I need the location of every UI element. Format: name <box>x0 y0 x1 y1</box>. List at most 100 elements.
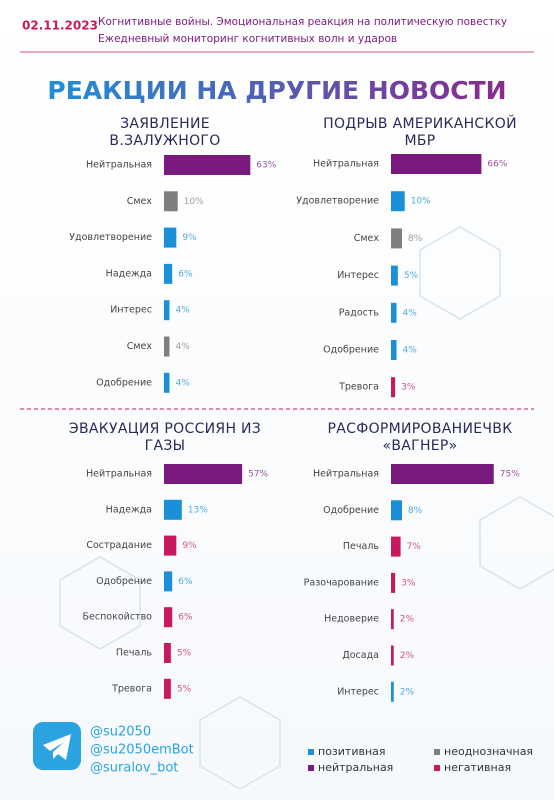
category-label: Интерес <box>110 305 152 316</box>
value-label: 5% <box>177 684 192 694</box>
value-label: 6% <box>178 613 193 623</box>
telegram-plane <box>43 734 71 760</box>
chart-title: ЗАЯВЛЕНИЕ В.ЗАЛУЖНОГО <box>109 116 221 149</box>
main-title: РЕАКЦИИ НА ДРУГИЕ НОВОСТИ <box>47 76 506 105</box>
category-label: Нейтральная <box>313 469 379 480</box>
category-label: Печаль <box>343 541 379 552</box>
category-label: Смех <box>127 196 153 207</box>
legend-label: нейтральная <box>318 761 393 774</box>
value-label: 2% <box>400 651 415 661</box>
category-label: Разочарование <box>304 577 379 588</box>
category-label: Интерес <box>337 686 379 697</box>
legend-label: неоднозначная <box>444 745 533 758</box>
category-label: Смех <box>127 341 153 352</box>
category-label: Смех <box>354 233 380 244</box>
bar <box>391 500 402 521</box>
bar <box>164 155 251 175</box>
bar <box>164 191 178 212</box>
value-label: 4% <box>175 378 190 388</box>
category-label: Нейтральная <box>86 160 152 171</box>
category-label: Удовлетворение <box>296 196 379 207</box>
bar <box>164 499 182 520</box>
category-label: Нейтральная <box>313 159 379 170</box>
value-label: 6% <box>178 269 193 279</box>
value-label: 5% <box>404 271 419 281</box>
bar <box>391 536 401 557</box>
category-label: Одобрение <box>323 345 379 356</box>
bar <box>391 377 396 398</box>
bar <box>391 340 397 360</box>
value-label: 57% <box>248 470 268 480</box>
bar <box>164 571 173 592</box>
value-label: 75% <box>500 470 520 480</box>
value-label: 4% <box>402 346 417 356</box>
bar <box>164 535 177 556</box>
bar <box>164 464 243 484</box>
bar <box>391 228 402 249</box>
bar <box>164 336 170 357</box>
bar <box>391 645 394 666</box>
value-label: 63% <box>256 161 276 171</box>
bar <box>164 678 171 699</box>
category-label: Нейтральная <box>86 469 152 480</box>
value-label: 66% <box>487 160 507 170</box>
legend-swatch <box>434 765 440 771</box>
bar <box>164 263 173 284</box>
value-label: 4% <box>175 342 190 352</box>
bar <box>391 302 397 323</box>
value-label: 4% <box>175 306 190 316</box>
value-label: 8% <box>408 234 423 244</box>
date: 02.11.2023 <box>22 19 98 33</box>
header-line: Когнитивные войны. Эмоциональная реакция… <box>98 16 507 28</box>
value-label: 5% <box>177 649 192 659</box>
handle[interactable]: @su2050 <box>90 725 151 740</box>
value-label: 6% <box>178 577 193 587</box>
handle[interactable]: @suralov_bot <box>90 761 178 776</box>
value-label: 8% <box>408 506 423 516</box>
value-label: 13% <box>188 505 208 515</box>
value-label: 10% <box>184 197 204 207</box>
bar <box>391 191 405 212</box>
category-label: Радость <box>339 307 380 318</box>
category-label: Беспокойство <box>82 612 152 623</box>
value-label: 9% <box>182 541 197 551</box>
category-label: Тревога <box>338 382 379 393</box>
category-label: Сострадание <box>86 540 152 551</box>
bar <box>164 607 173 628</box>
category-label: Тревога <box>111 683 152 694</box>
category-label: Досада <box>342 650 379 661</box>
category-label: Удовлетворение <box>69 232 152 243</box>
handle[interactable]: @su2050emBot <box>90 743 194 758</box>
bar <box>391 572 396 593</box>
chart-title: ПОДРЫВ АМЕРИКАНСКОЙ МБР <box>323 116 517 149</box>
legend-swatch <box>308 765 314 771</box>
legend-swatch <box>308 749 314 755</box>
legend-label: позитивная <box>318 745 386 758</box>
hex-decor <box>59 226 554 790</box>
legend-label: негативная <box>444 761 511 774</box>
bar <box>391 154 482 174</box>
value-label: 2% <box>400 687 415 697</box>
bar <box>391 265 398 286</box>
category-label: Одобрение <box>96 576 152 587</box>
category-label: Надежда <box>106 268 152 279</box>
category-label: Интерес <box>337 270 379 281</box>
value-label: 2% <box>400 615 415 625</box>
value-label: 7% <box>407 542 422 552</box>
bar <box>391 681 394 702</box>
value-label: 10% <box>411 197 431 207</box>
category-label: Одобрение <box>323 505 379 516</box>
bar <box>164 372 170 393</box>
category-label: Недоверие <box>324 614 379 625</box>
bar <box>164 643 171 663</box>
bar <box>391 464 494 484</box>
bar <box>391 609 394 630</box>
bar <box>164 300 170 321</box>
value-label: 3% <box>401 383 416 393</box>
value-label: 4% <box>402 308 417 318</box>
value-label: 3% <box>401 578 416 588</box>
header-line: Ежедневный мониторинг когнитивных волн и… <box>98 33 397 45</box>
legend-swatch <box>434 749 440 755</box>
category-label: Одобрение <box>96 377 152 388</box>
